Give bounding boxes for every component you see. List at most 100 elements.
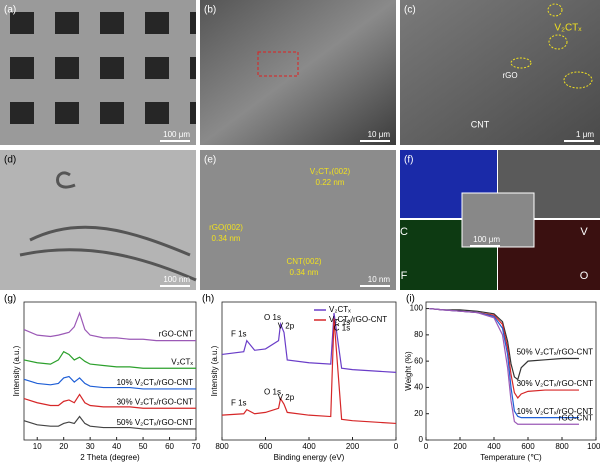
x-tick-label: 200 [453,442,467,451]
y-tick-label: 80 [414,330,423,339]
series-label: 10% V₂CTₓ/rGO-CNT [517,407,594,416]
annotation: C [400,226,408,238]
annotation: 0.34 nm [290,268,319,277]
annotation: CNT [471,119,490,129]
y-axis-label: Intensity (a.u.) [12,345,21,396]
scale-bar-label: 100 μm [163,130,190,139]
x-axis-label: 2 Theta (degree) [80,453,140,462]
x-tick-label: 400 [302,442,316,451]
annotation: 0.34 nm [212,234,241,243]
series-label: 30% V₂CTₓ/rGO-CNT [517,379,594,388]
scale-bar-label: 10 μm [368,130,391,139]
marker [563,71,593,89]
scale-bar-label: 1 μm [576,130,594,139]
marker [510,57,532,69]
annotation: F [401,270,408,282]
panel-label: (h) [202,294,214,305]
y-tick-label: 20 [414,409,423,418]
annotation: rGO(002) [209,223,243,232]
series-label: 50% V₂CTₓ/rGO-CNT [517,348,594,357]
series-label: V₂CTₓ [171,357,193,366]
legend-label: V₂CTₓ [329,305,351,314]
x-tick-label: 0 [394,442,399,451]
panel-label: (a) [4,5,16,16]
series-line [429,307,579,425]
x-tick-label: 40 [112,442,121,451]
series-line [429,307,579,381]
x-tick-label: 200 [346,442,360,451]
series-label: 10% V₂CTₓ/rGO-CNT [117,378,194,387]
marker [547,3,563,17]
x-axis-label: Binding energy (eV) [274,453,345,462]
scale-bar-label: 10 nm [368,275,391,284]
series-line [221,318,397,425]
y-tick-label: 40 [414,383,423,392]
series-label: 30% V₂CTₓ/rGO-CNT [117,397,194,406]
nanotube [19,171,197,282]
y-tick-label: 60 [414,356,423,365]
series-line [23,393,196,409]
panel-label: (i) [406,294,415,305]
x-tick-label: 0 [424,442,429,451]
panel-label: (e) [204,155,216,166]
x-tick-label: 600 [259,442,273,451]
annotation: V [580,226,588,238]
panel-label: (g) [4,294,16,305]
x-tick-label: 600 [521,442,535,451]
series-line [23,311,196,342]
scale-bar-label: 100 μm [473,235,500,244]
y-axis-label: Intensity (a.u.) [210,345,219,396]
annotation: V₂CTₓ [554,23,582,34]
sem-image [0,0,196,145]
x-tick-label: 20 [59,442,68,451]
plot-frame [23,301,197,441]
annotation: V₂CTₓ(002) [310,167,351,176]
peak-label: F 1s [231,399,247,408]
y-axis-label: Weight (%) [404,351,413,391]
series-line [23,350,196,369]
peak-label: F 1s [231,330,247,339]
scale-bar-label: 100 nm [163,275,190,284]
peak-label: V 2p [278,393,295,402]
x-tick-label: 800 [555,442,569,451]
series-line [23,415,196,430]
annotation: rGO [502,71,517,80]
series-line [429,307,579,419]
peak-label: O 1s [264,388,281,397]
x-tick-label: 30 [86,442,95,451]
x-tick-label: 50 [139,442,148,451]
marker [548,34,568,50]
x-tick-label: 70 [192,442,201,451]
series-label: rGO-CNT [159,330,193,339]
peak-label: O 1s [264,313,281,322]
sem-image [400,0,600,145]
inset-image [461,192,535,248]
panel-label: (b) [204,5,216,16]
micrographs [0,0,600,290]
highlight-box [257,51,299,77]
x-tick-label: 60 [165,442,174,451]
series-label: rGO-CNT [559,413,593,422]
x-tick-label: 10 [33,442,42,451]
panel-label: (c) [404,5,416,16]
series-line [23,375,196,390]
peak-label: C 1s [334,324,350,333]
series-label: 50% V₂CTₓ/rGO-CNT [117,418,194,427]
plot-frame [425,301,597,441]
annotation: 0.22 nm [316,178,345,187]
series-line [221,312,397,373]
annotation: O [580,270,589,282]
panel-label: (d) [4,155,16,166]
y-tick-label: 0 [419,435,424,444]
panel-label: (f) [404,155,413,166]
annotation: CNT(002) [286,257,321,266]
y-tick-label: 100 [410,304,424,313]
x-axis-label: Temperature (℃) [480,453,542,462]
legend-label: V₂CTₓ/rGO-CNT [329,315,387,324]
x-tick-label: 800 [215,442,229,451]
peak-label: C 1s [334,318,350,327]
tem-image [200,150,396,290]
